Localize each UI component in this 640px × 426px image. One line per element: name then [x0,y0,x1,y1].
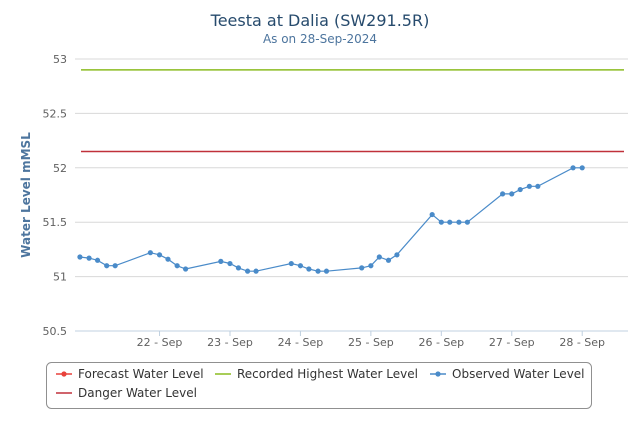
observed-level-point[interactable] [86,255,92,261]
legend-item[interactable]: Recorded Highest Water Level [215,367,418,381]
observed-level-point[interactable] [323,268,330,274]
observed-level-point[interactable] [376,254,382,260]
observed-level-point[interactable] [438,219,444,225]
observed-level-point[interactable] [500,191,506,197]
observed-level-point[interactable] [570,165,576,171]
observed-level-line [79,167,583,272]
observed-level-point[interactable] [315,268,321,274]
legend-label: Observed Water Level [452,367,585,381]
chart-title: Teesta at Dalia (SW291.5R) [210,11,430,30]
observed-level-point[interactable] [394,252,400,258]
observed-level-point[interactable] [235,265,242,271]
observed-level-point[interactable] [526,183,532,189]
x-tick-label: 26 - Sep [418,336,464,349]
observed-level-point[interactable] [112,263,118,269]
observed-level-point[interactable] [147,250,153,256]
observed-level-point[interactable] [517,186,523,193]
chart-subtitle: As on 28-Sep-2024 [263,32,377,46]
y-tick-label: 50.5 [43,325,68,338]
observed-level-point[interactable] [156,252,163,258]
legend-symbol-marker [435,371,441,377]
observed-level-point[interactable] [94,257,101,263]
observed-level-point[interactable] [535,183,541,189]
observed-level-point[interactable] [385,257,392,263]
legend-label: Forecast Water Level [78,367,204,381]
legend-item[interactable]: Danger Water Level [56,386,197,400]
y-tick-label: 52.5 [43,107,68,120]
observed-level-point[interactable] [429,211,435,218]
legend-label: Danger Water Level [78,386,197,400]
observed-level-point[interactable] [165,256,171,262]
observed-level-point[interactable] [218,258,224,264]
observed-level-point[interactable] [579,165,585,171]
y-axis-ticks: 50.5 51 51.5 52 52.5 53 [43,53,68,338]
x-tick-label: 25 - Sep [348,336,394,349]
observed-level-point[interactable] [183,266,189,272]
x-tick-label: 28 - Sep [559,336,605,349]
x-tick-label: 24 - Sep [278,336,324,349]
observed-level-point[interactable] [227,260,233,267]
series-layer [77,69,624,274]
observed-level-point[interactable] [447,219,453,225]
x-tick-label: 27 - Sep [489,336,535,349]
legend-label: Recorded Highest Water Level [237,367,418,381]
observed-level-point[interactable] [174,263,180,269]
legend: Forecast Water Level Recorded Highest Wat… [46,362,592,409]
x-axis-ticks: 22 - Sep 23 - Sep 24 - Sep 25 - Sep 26 - Sep… [137,331,605,349]
legend-item[interactable]: Observed Water Level [430,367,585,381]
y-tick-label: 53 [53,53,67,66]
grid-layer [75,58,628,332]
observed-level-point[interactable] [306,266,312,272]
observed-level-point[interactable] [359,265,365,271]
legend-box [46,362,592,409]
legend-item[interactable]: Forecast Water Level [56,367,204,381]
x-tick-label: 23 - Sep [207,336,253,349]
y-axis-label: Water Level mMSL [19,132,33,258]
y-tick-label: 52 [53,162,67,175]
observed-level-point[interactable] [297,263,304,269]
legend-symbol-marker [61,371,67,377]
y-tick-label: 51 [53,271,67,284]
observed-level-point[interactable] [509,191,515,197]
observed-level-point[interactable] [464,219,470,225]
y-tick-label: 51.5 [43,216,68,229]
observed-level-point[interactable] [368,263,374,269]
observed-level-point[interactable] [288,260,294,267]
observed-level-point[interactable] [77,254,83,260]
observed-level-point[interactable] [456,219,462,225]
observed-level-point[interactable] [104,263,110,269]
observed-level-point[interactable] [244,268,251,274]
observed-level-point[interactable] [253,268,259,274]
x-tick-label: 22 - Sep [137,336,183,349]
